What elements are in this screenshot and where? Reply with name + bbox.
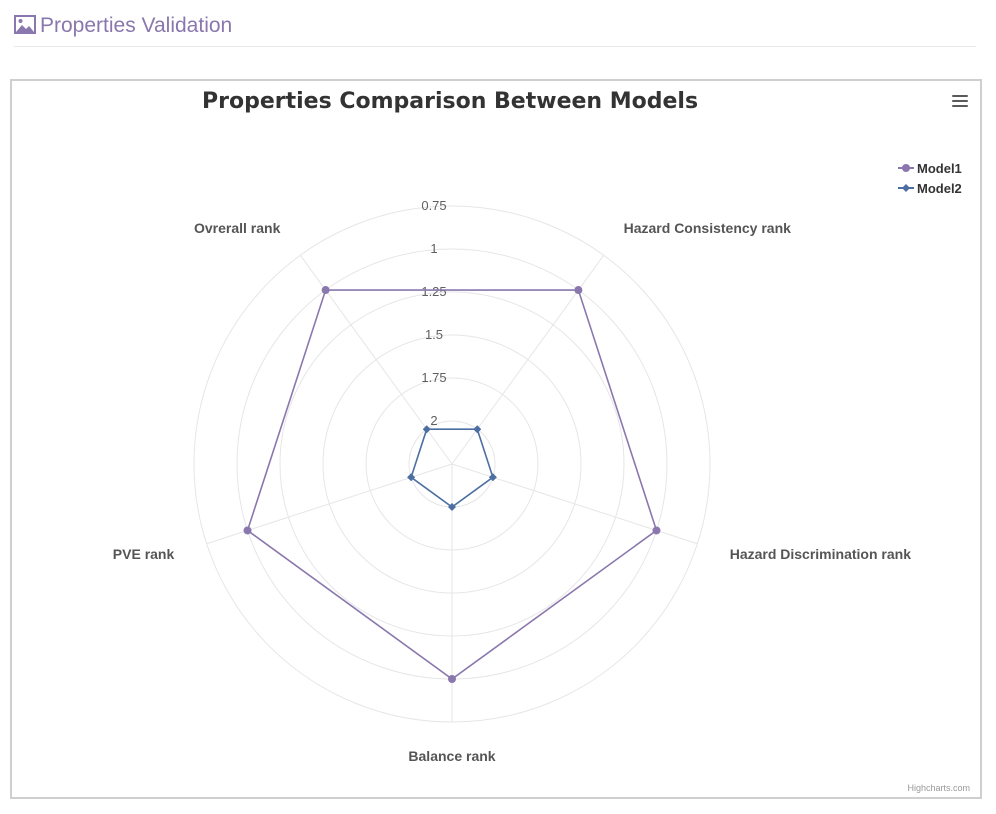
category-label: Ovrerall rank	[194, 220, 281, 236]
data-point-model2	[448, 503, 456, 511]
radar-spoke	[451, 463, 698, 545]
hamburger-icon	[952, 95, 968, 97]
chart-title: Properties Comparison Between Models	[202, 89, 699, 114]
radial-tick-label: 0.75	[421, 198, 446, 213]
data-point-model1	[574, 286, 583, 295]
radial-tick-label: 2	[430, 413, 437, 428]
hamburger-icon-bar	[952, 105, 968, 107]
radar-spoke	[451, 254, 605, 465]
chart-menu-button[interactable]	[952, 95, 968, 109]
data-point-model2	[473, 425, 482, 434]
chart-credits[interactable]: Highcharts.com	[907, 783, 970, 793]
legend-marker-circle-icon	[898, 164, 914, 172]
legend-label: Model1	[917, 161, 962, 176]
data-point-model2	[488, 473, 497, 482]
radar-chart: 0.75 1 1.25 1.5 1.75 2 Hazard Consistency rank…	[113, 198, 911, 764]
radial-tick-label: 1	[430, 241, 437, 256]
radial-tick-label: 1.75	[421, 370, 446, 385]
hamburger-icon-bar	[952, 100, 968, 102]
legend-marker-diamond-icon	[898, 184, 914, 192]
category-label: Hazard Discrimination rank	[730, 546, 911, 562]
data-point-model1	[448, 675, 456, 683]
radial-tick-label: 1.5	[425, 327, 443, 342]
category-label: PVE rank	[113, 546, 175, 562]
data-point-model1	[652, 526, 661, 535]
data-point-model1	[243, 526, 252, 535]
image-icon	[14, 15, 36, 34]
page-header: Properties Validation	[14, 12, 976, 47]
legend-label: Model2	[917, 181, 962, 196]
series-line-model2	[410, 428, 494, 508]
radial-tick-label: 1.25	[421, 284, 446, 299]
radar-spoke	[206, 463, 453, 545]
chart-panel: 0.75 1 1.25 1.5 1.75 2 Hazard Consistency rank…	[10, 79, 982, 799]
data-point-model2	[407, 473, 416, 482]
category-label: Balance rank	[408, 748, 495, 764]
data-point-model1	[321, 286, 330, 295]
data-point-model2	[422, 425, 431, 434]
page-title: Properties Validation	[40, 14, 233, 37]
series-line-model1	[246, 289, 658, 680]
category-label: Hazard Consistency rank	[624, 220, 791, 236]
